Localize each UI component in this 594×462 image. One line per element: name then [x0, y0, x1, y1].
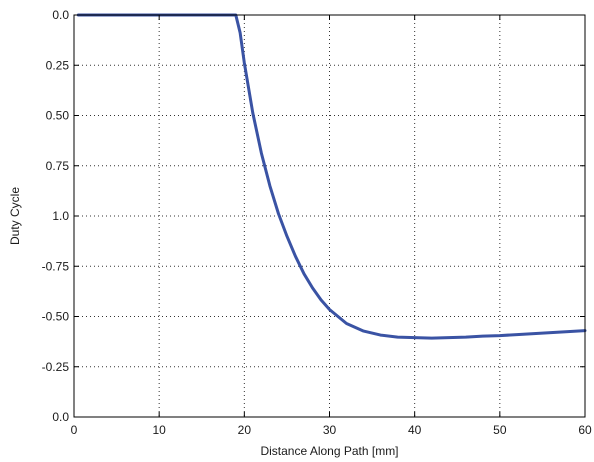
y-tick-label: 0.50 [46, 109, 70, 123]
y-tick-label: -0.50 [42, 310, 70, 324]
y-tick-label: 0.75 [46, 159, 70, 173]
x-tick-label: 10 [152, 423, 166, 437]
y-tick-label: 0.0 [52, 410, 69, 424]
y-tick-label: 1.0 [52, 209, 69, 223]
x-tick-label: 30 [323, 423, 337, 437]
x-tick-label: 20 [238, 423, 252, 437]
y-tick-label: -0.25 [42, 360, 70, 374]
y-axis-label: Duty Cycle [8, 187, 22, 245]
x-axis-label: Distance Along Path [mm] [260, 444, 398, 458]
tick-layer: 0 10 20 30 40 50 60 0.0 0.25 0.50 0.75 1.0 -0.75 -0.5… [42, 8, 592, 437]
series-line [76, 13, 587, 340]
series-layer [76, 13, 587, 340]
y-tick-label: 0.25 [46, 58, 70, 72]
x-tick-label: 50 [493, 423, 507, 437]
x-tick-label: 60 [578, 423, 592, 437]
y-tick-label: -0.75 [42, 259, 70, 273]
y-tick-label: 0.0 [52, 8, 69, 22]
x-tick-label: 40 [408, 423, 422, 437]
x-tick-label: 0 [71, 423, 78, 437]
grid-layer [74, 15, 585, 417]
